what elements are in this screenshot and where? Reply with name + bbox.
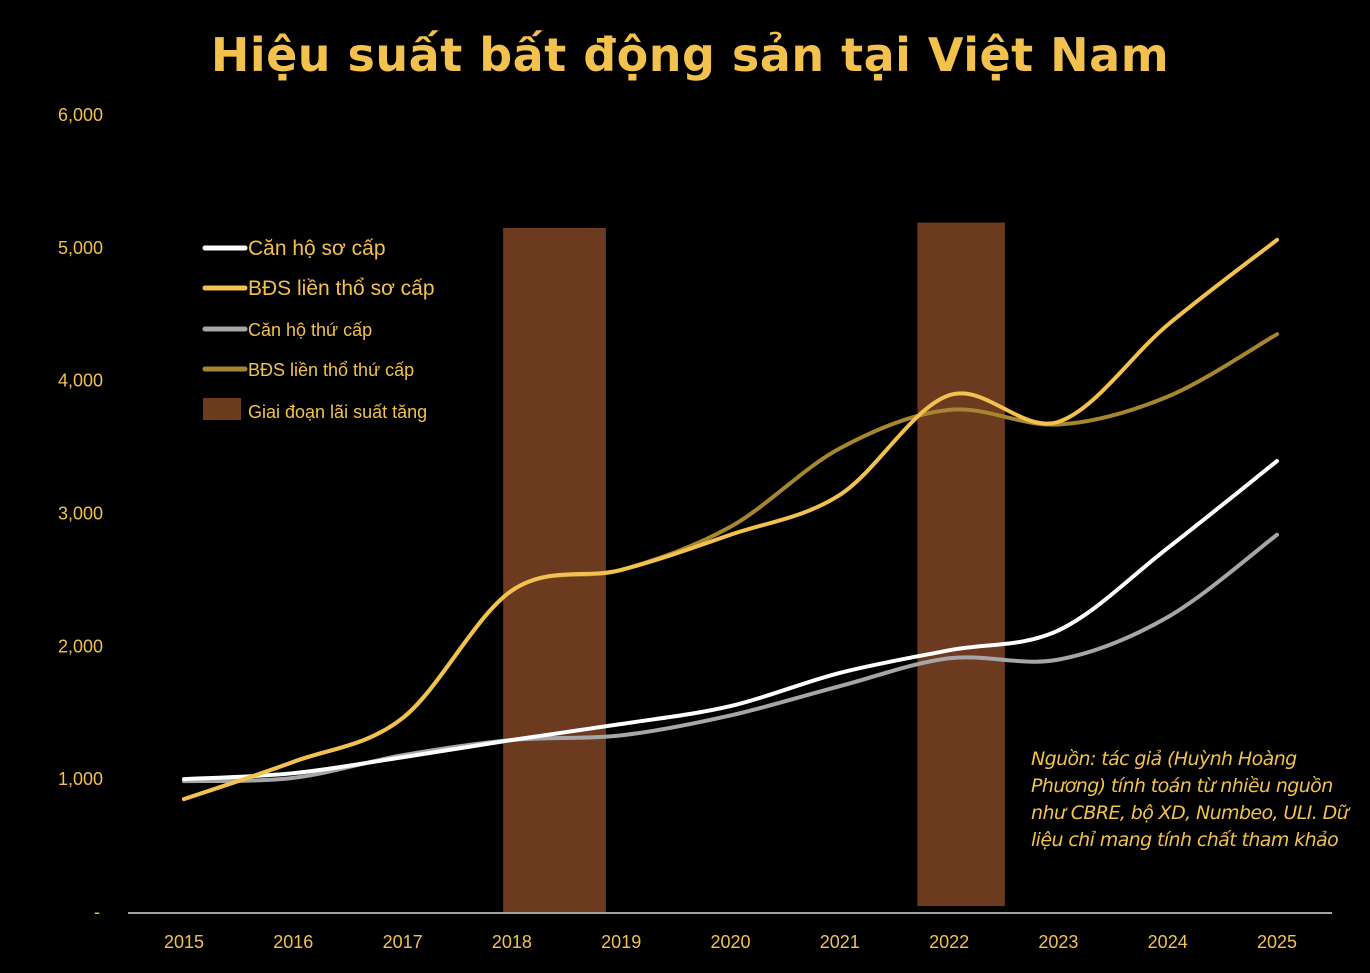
- legend-label: Giai đoạn lãi suất tăng: [248, 402, 427, 422]
- chart-title: Hiệu suất bất động sản tại Việt Nam: [210, 28, 1170, 82]
- y-tick-label: 1,000: [58, 769, 103, 789]
- legend-label: BĐS liền thổ thứ cấp: [248, 360, 414, 380]
- y-tick-label: 4,000: [58, 371, 103, 391]
- y-tick-label: 2,000: [58, 636, 103, 656]
- legend-swatch: [203, 398, 241, 420]
- x-tick-label: 2016: [273, 932, 313, 952]
- shaded-period-bar: [917, 222, 1005, 907]
- x-tick-label: 2019: [601, 932, 641, 952]
- y-tick-label: 5,000: [58, 238, 103, 258]
- x-tick-label: 2018: [492, 932, 532, 952]
- source-note: Nguồn: tác giả (Huỳnh Hoàng Phương) tính…: [1031, 748, 1349, 851]
- y-tick-label: 3,000: [58, 504, 103, 524]
- y-tick-label: 6,000: [58, 105, 103, 125]
- series-line-0: [182, 459, 1279, 782]
- x-tick-label: 2025: [1257, 932, 1297, 952]
- x-tick-label: 2020: [710, 932, 750, 952]
- shaded-period-bar: [503, 227, 606, 913]
- series-line-1: [182, 237, 1279, 802]
- legend-label: BĐS liền thổ sơ cấp: [248, 277, 435, 300]
- legend-label: Căn hộ thứ cấp: [248, 320, 372, 340]
- x-tick-label: 2023: [1038, 932, 1078, 952]
- legend-label: Căn hộ sơ cấp: [248, 237, 386, 260]
- x-tick-label: 2021: [820, 932, 860, 952]
- x-tick-label: 2024: [1148, 932, 1188, 952]
- x-tick-label: 2022: [929, 932, 969, 952]
- y-tick-label: -: [94, 902, 100, 922]
- x-tick-label: 2017: [383, 932, 423, 952]
- x-tick-label: 2015: [164, 932, 204, 952]
- legend: Căn hộ sơ cấp BĐS liền thổ sơ cấp Căn hộ t…: [202, 237, 435, 422]
